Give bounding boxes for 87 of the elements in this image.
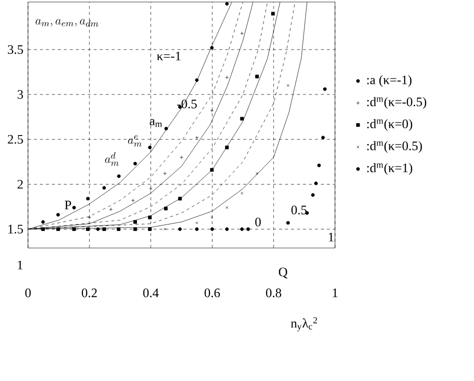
annotation: 1 — [328, 232, 334, 242]
annotation: κ=-1 — [156, 52, 181, 60]
annotation: 0.5 — [291, 206, 307, 214]
point — [109, 208, 113, 212]
point — [56, 227, 60, 231]
x-tick-label: 1 — [332, 288, 338, 298]
point — [195, 227, 199, 231]
point — [225, 76, 229, 80]
point — [86, 227, 90, 231]
point — [41, 220, 45, 224]
point — [195, 78, 199, 82]
point — [195, 136, 199, 140]
point — [271, 12, 275, 16]
point — [133, 220, 137, 224]
point — [96, 227, 100, 231]
legend-label: :a (κ=-1) — [367, 75, 412, 87]
point — [210, 216, 214, 219]
point — [72, 206, 76, 210]
y-tick-label: 2 — [18, 180, 23, 189]
point — [321, 136, 325, 140]
point — [311, 193, 315, 197]
point — [131, 198, 135, 202]
point — [210, 108, 214, 112]
x-tick-label: 0.4 — [143, 288, 159, 298]
x-tick-label: 0 — [25, 288, 31, 298]
point — [210, 227, 214, 231]
text: 1 — [18, 260, 22, 270]
legend-label: :d$^{m}$(κ=1) — [367, 163, 412, 175]
point — [286, 221, 290, 225]
point — [163, 172, 167, 176]
point — [41, 227, 45, 231]
point — [210, 46, 214, 50]
point — [178, 196, 182, 200]
text: Q — [278, 268, 288, 278]
point — [56, 212, 60, 217]
point — [148, 146, 152, 150]
point — [86, 196, 90, 200]
y-tick-label: 3 — [18, 90, 23, 99]
point — [72, 227, 76, 231]
y-tick-label: 1.5 — [8, 224, 23, 234]
point — [116, 227, 120, 231]
point — [164, 206, 168, 210]
point — [102, 227, 106, 231]
x-tick-label: 0.6 — [204, 288, 220, 298]
x-axis-title: n$_{y}$λ$_{c}$2 — [290, 317, 317, 332]
point — [102, 186, 106, 190]
point — [164, 228, 166, 230]
point — [225, 146, 229, 150]
point — [226, 206, 228, 209]
point — [225, 2, 229, 6]
point — [210, 168, 214, 172]
point — [323, 87, 327, 91]
x-tick-label: 0.8 — [266, 288, 282, 298]
y-tick-label: 3.5 — [8, 45, 23, 54]
point — [246, 227, 250, 231]
point — [117, 174, 121, 178]
point — [225, 227, 229, 231]
point — [240, 116, 244, 121]
x-tick-label: 0.2 — [82, 288, 97, 298]
point — [240, 227, 244, 231]
point — [88, 216, 92, 220]
annotation: -0.5 — [177, 100, 197, 108]
annotation: 0 — [255, 218, 261, 226]
annotation: P — [64, 200, 72, 210]
point — [255, 74, 259, 78]
point — [149, 186, 153, 191]
annotation: $a^{e}_{m}$ — [128, 135, 142, 147]
legend-label: :d$^{m}$(κ=-0.5) — [367, 97, 426, 109]
point — [148, 227, 152, 231]
point — [164, 126, 168, 130]
y-tick-label: 2.5 — [8, 134, 23, 144]
point — [180, 156, 184, 160]
point — [133, 162, 137, 166]
point — [240, 192, 244, 195]
point — [196, 222, 198, 224]
point — [133, 227, 137, 231]
annotation: a$_{m}$ — [150, 119, 162, 127]
point — [240, 32, 244, 36]
annotation: $a^{d}_{m}$ — [105, 152, 119, 166]
legend-label: :d$^{m}$(κ=0.5) — [367, 141, 422, 153]
point — [148, 216, 152, 220]
point — [314, 182, 318, 186]
point — [317, 164, 321, 168]
legend-label: :d$^{m}$(κ=0) — [367, 119, 412, 131]
annotation: $a_{m}, a_{em}, a_{dm}$ — [36, 19, 98, 27]
point — [178, 227, 182, 231]
point — [256, 172, 258, 175]
